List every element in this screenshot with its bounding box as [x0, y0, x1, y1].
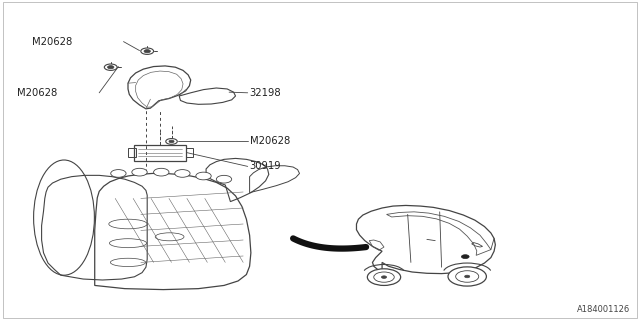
Circle shape	[461, 255, 469, 259]
Circle shape	[216, 175, 232, 183]
Circle shape	[141, 48, 154, 54]
Circle shape	[175, 170, 190, 177]
Circle shape	[154, 168, 169, 176]
Bar	[128, 148, 136, 157]
Text: 30919: 30919	[250, 161, 281, 172]
Circle shape	[465, 275, 470, 278]
Text: M20628: M20628	[17, 88, 58, 98]
Circle shape	[132, 168, 147, 176]
Circle shape	[448, 267, 486, 286]
Circle shape	[144, 50, 150, 53]
Circle shape	[196, 172, 211, 180]
Bar	[186, 148, 193, 157]
Circle shape	[367, 269, 401, 285]
Circle shape	[104, 64, 117, 70]
Circle shape	[381, 276, 387, 278]
Circle shape	[456, 271, 479, 282]
Circle shape	[111, 170, 126, 177]
Circle shape	[108, 66, 114, 69]
Text: M20628: M20628	[250, 136, 290, 146]
Bar	[134, 145, 186, 161]
Circle shape	[374, 272, 394, 282]
Circle shape	[169, 140, 174, 143]
Text: A184001126: A184001126	[577, 305, 630, 314]
Text: 32198: 32198	[250, 88, 281, 98]
Circle shape	[166, 139, 177, 144]
Text: M20628: M20628	[32, 36, 72, 47]
